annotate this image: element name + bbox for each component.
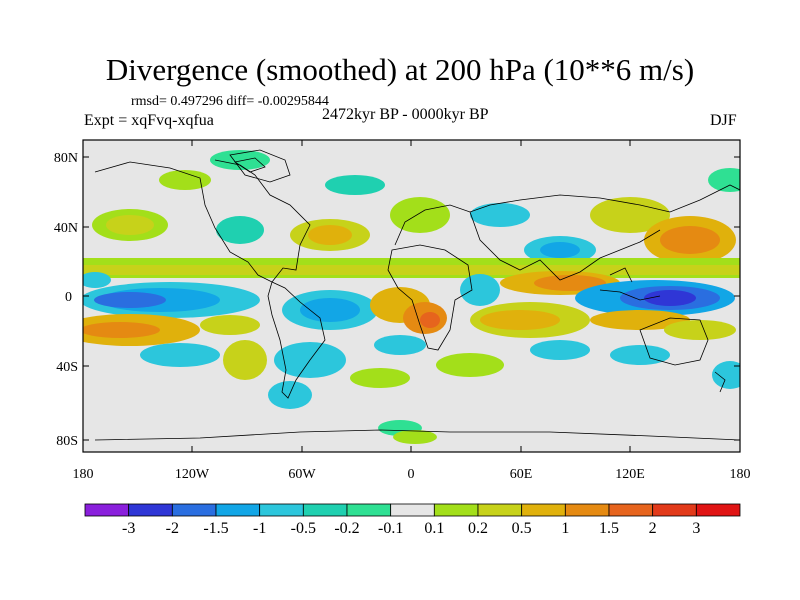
lat-label-80n: 80N <box>54 151 78 166</box>
figure-title: Divergence (smoothed) at 200 hPa (10**6 … <box>105 52 695 87</box>
colorbar-label: 1 <box>561 520 569 537</box>
colorbar-swatch <box>259 503 304 517</box>
colorbar-label: 1.5 <box>599 520 619 537</box>
season-label: DJF <box>710 112 737 129</box>
colorbar-swatch <box>521 503 566 517</box>
colorbar-label: 0.1 <box>424 520 444 537</box>
colorbar-swatch <box>302 503 348 517</box>
colorbar-swatch <box>433 503 479 517</box>
colorbar-swatch <box>652 503 697 517</box>
lon-label-0: 0 <box>408 467 415 482</box>
colorbar-label: -0.1 <box>378 520 403 537</box>
colorbar: -3 -2 -1.5 -1 -0.5 -0.2 -0.1 0.1 0.2 0.5 1 1.5 2 3 <box>84 503 741 537</box>
divergence-field <box>83 150 740 444</box>
lat-label-40n: 40N <box>54 221 78 236</box>
lon-label-60e: 60E <box>510 467 533 482</box>
colorbar-swatch <box>128 503 173 517</box>
colorbar-swatch <box>608 503 654 517</box>
lon-label-120w: 120W <box>175 467 210 482</box>
axis-ticks <box>82 140 741 452</box>
lon-label-120e: 120E <box>615 467 645 482</box>
colorbar-swatch <box>477 503 523 517</box>
colorbar-label: -0.2 <box>334 520 359 537</box>
colorbar-label: -0.5 <box>291 520 316 537</box>
colorbar-label: -1 <box>253 520 266 537</box>
period-label: 2472kyr BP - 0000kyr BP <box>322 106 489 123</box>
lon-label-180e: 180 <box>730 467 751 482</box>
colorbar-label: 0.5 <box>512 520 532 537</box>
colorbar-swatch <box>346 503 392 517</box>
lat-label-eq: 0 <box>65 290 72 305</box>
lon-label-180w: 180 <box>73 467 94 482</box>
colorbar-label: 0.2 <box>468 520 488 537</box>
colorbar-swatch <box>390 503 435 517</box>
colorbar-label: -1.5 <box>203 520 228 537</box>
colorbar-label: -2 <box>166 520 179 537</box>
colorbar-label: 2 <box>649 520 657 537</box>
colorbar-swatch <box>171 503 217 517</box>
colorbar-swatch <box>695 503 741 517</box>
lon-label-60w: 60W <box>288 467 316 482</box>
colorbar-label: -3 <box>122 520 135 537</box>
experiment-label: Expt = xqFvq-xqfua <box>84 112 214 129</box>
lat-label-40s: 40S <box>56 360 78 375</box>
colorbar-swatch <box>215 503 261 517</box>
colorbar-swatch <box>84 503 130 517</box>
colorbar-label: 3 <box>692 520 700 537</box>
rmsd-stats: rmsd= 0.497296 diff= -0.00295844 <box>131 94 329 109</box>
coastlines <box>94 149 740 441</box>
lat-label-80s: 80S <box>56 434 78 449</box>
colorbar-swatch <box>564 503 610 517</box>
